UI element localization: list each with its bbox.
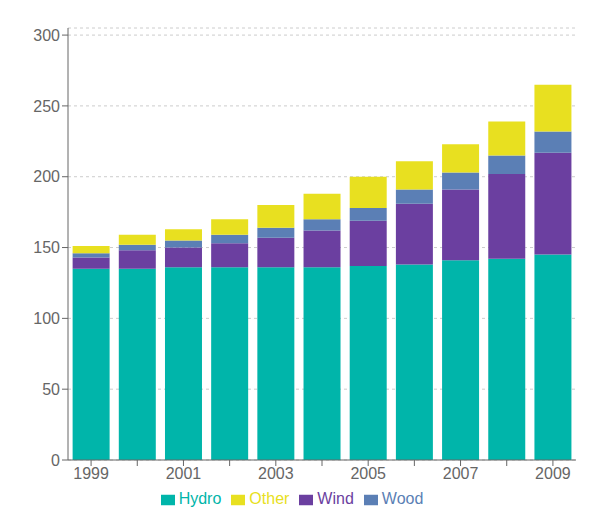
svg-text:250: 250 xyxy=(33,98,60,115)
svg-text:100: 100 xyxy=(33,310,60,327)
svg-text:2001: 2001 xyxy=(166,465,202,482)
svg-text:2003: 2003 xyxy=(258,465,294,482)
svg-text:300: 300 xyxy=(33,27,60,44)
svg-text:2009: 2009 xyxy=(535,465,571,482)
svg-text:150: 150 xyxy=(33,239,60,256)
html-text:Other: Other xyxy=(249,490,290,507)
html-text:Wind: Wind xyxy=(317,490,354,507)
svg-text:2005: 2005 xyxy=(350,465,386,482)
svg-text:1999: 1999 xyxy=(73,465,109,482)
svg-text:0: 0 xyxy=(51,452,60,469)
svg-text:200: 200 xyxy=(33,168,60,185)
html-text:Hydro: Hydro xyxy=(178,490,222,507)
svg-text:50: 50 xyxy=(42,381,60,398)
svg-text:2007: 2007 xyxy=(443,465,479,482)
html-text:Wood: Wood xyxy=(381,490,424,507)
